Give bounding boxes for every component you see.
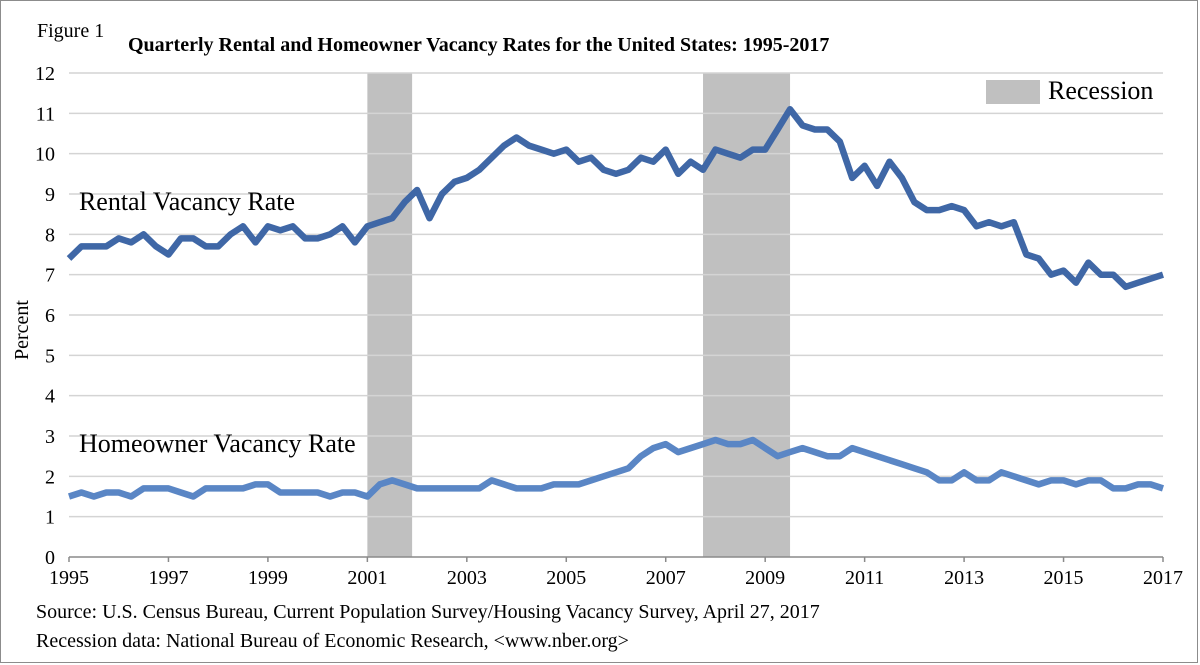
x-tick-label: 2011 <box>845 567 884 589</box>
homeowner-vacancy-rate-label: Homeowner Vacancy Rate <box>79 429 356 458</box>
homeowner-vacancy-rate-line <box>68 436 1164 500</box>
rental-vacancy-rate-line <box>66 106 1164 291</box>
legend: Recession <box>986 76 1153 105</box>
y-tick-label: 6 <box>45 305 55 327</box>
x-axis-line <box>68 556 1164 562</box>
y-tick-label: 2 <box>45 466 55 488</box>
rental-vacancy-rate-label: Rental Vacancy Rate <box>79 187 295 216</box>
y-tick-label: 11 <box>36 103 55 125</box>
legend-swatch-recession <box>986 80 1040 104</box>
recession-data-note: Recession data: National Bureau of Econo… <box>36 630 629 652</box>
series-lines <box>66 106 1164 500</box>
x-tick-label: 2005 <box>546 567 586 589</box>
legend-label-recession: Recession <box>1048 76 1153 105</box>
x-tick-label: 2007 <box>646 567 686 589</box>
series-labels: Rental Vacancy Rate Homeowner Vacancy Rat… <box>79 187 356 458</box>
y-axis-label: Percent <box>11 300 33 360</box>
x-tick-label: 1999 <box>248 567 288 589</box>
y-tick-label: 12 <box>35 63 55 85</box>
x-tick-label: 2013 <box>944 567 984 589</box>
y-tick-label: 4 <box>45 386 55 408</box>
x-tick-labels: 1995 1997 1999 2001 2003 2005 2007 2009 2011 2013… <box>49 567 1183 589</box>
y-tick-label: 3 <box>45 426 55 448</box>
y-tick-label: 7 <box>45 265 55 287</box>
x-tick-label: 2009 <box>745 567 785 589</box>
chart-title: Quarterly Rental and Homeowner Vacancy R… <box>128 34 830 56</box>
y-tick-label: 8 <box>45 224 55 246</box>
y-tick-label: 9 <box>45 184 55 206</box>
x-tick-label: 2015 <box>1044 567 1084 589</box>
x-tick-label: 2001 <box>347 567 387 589</box>
figure-label: Figure 1 <box>37 20 105 42</box>
y-tick-label: 10 <box>35 144 55 166</box>
x-tick-label: 1997 <box>148 567 188 589</box>
grid-lines <box>69 72 1163 518</box>
y-tick-label: 0 <box>45 547 55 569</box>
y-tick-label: 5 <box>45 345 55 367</box>
x-tick-label: 2003 <box>447 567 487 589</box>
x-tick-label: 1995 <box>49 567 89 589</box>
y-tick-label: 1 <box>45 507 55 529</box>
x-tick-label: 2017 <box>1143 567 1183 589</box>
source-note: Source: U.S. Census Bureau, Current Popu… <box>36 601 820 623</box>
